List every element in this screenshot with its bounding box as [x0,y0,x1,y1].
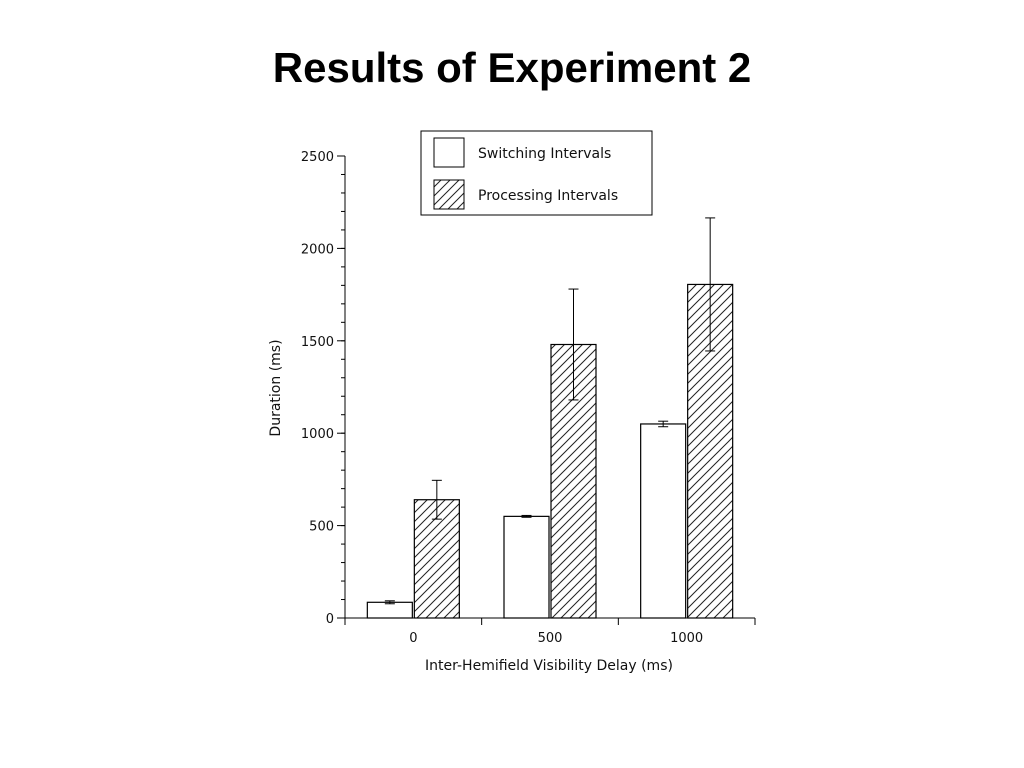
x-tick-label: 500 [538,631,563,646]
switching-bar [503,515,550,619]
y-tick-label: 1000 [301,427,334,442]
y-tick-label: 1500 [301,335,334,350]
bars [366,217,734,619]
legend-swatch-switching [433,137,465,168]
x-axis-label: Inter-Hemifield Visibility Delay (ms) [425,658,673,674]
legend-swatch-processing [433,179,465,210]
y-axis-label: Duration (ms) [268,339,284,436]
x-tick-label: 1000 [670,631,703,646]
y-tick-label: 2000 [301,242,334,257]
legend-label: Switching Intervals [478,146,611,162]
legend: Switching Intervals Processing Intervals [420,130,653,216]
y-tick-label: 500 [309,520,334,535]
slide-title: Results of Experiment 2 [272,44,752,91]
y-tick-label: 0 [326,612,334,627]
axes: 0 500 1000 1500 2000 2500 0 500 1000 [301,150,756,646]
switching-bar [640,423,687,619]
legend-label: Processing Intervals [478,188,618,204]
switching-bar [366,601,413,619]
y-tick-label: 2500 [301,150,334,165]
x-tick-label: 0 [409,631,417,646]
